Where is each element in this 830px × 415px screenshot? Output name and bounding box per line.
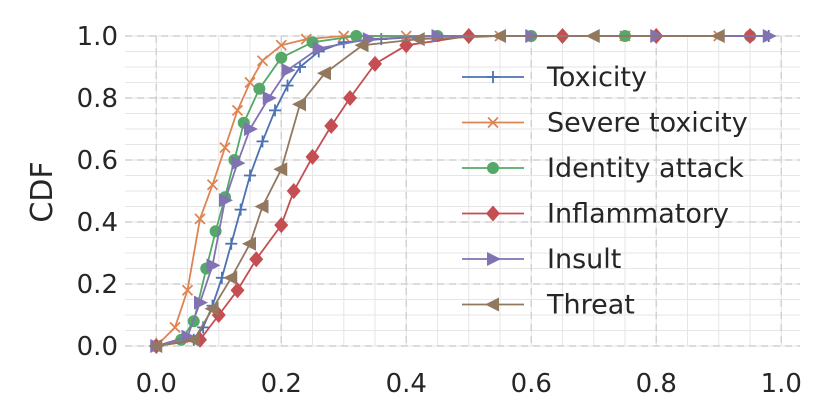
legend-entry: Identity attack — [462, 153, 744, 184]
x-tick-label: 0.2 — [261, 369, 302, 399]
data-point — [286, 183, 301, 199]
data-point — [275, 39, 287, 51]
data-point — [231, 104, 244, 117]
x-tick-label: 0.4 — [386, 369, 427, 399]
legend-label: Identity attack — [547, 153, 744, 184]
data-point — [486, 205, 500, 222]
legend: Toxicity Severe toxicity Identity attack In… — [462, 62, 748, 321]
data-point — [487, 71, 499, 83]
data-point — [254, 199, 269, 214]
data-point — [487, 116, 499, 129]
y-tick-label: 0.0 — [77, 332, 118, 362]
data-point — [354, 38, 369, 53]
data-point — [225, 237, 238, 250]
legend-label: Insult — [547, 244, 621, 275]
data-point — [324, 117, 339, 134]
legend-entry: Toxicity — [462, 62, 647, 93]
y-tick-label: 0.4 — [77, 208, 118, 238]
data-point — [338, 30, 350, 42]
legend-entry: Severe toxicity — [462, 108, 748, 139]
data-point — [219, 141, 231, 154]
data-point — [181, 284, 194, 296]
data-point — [185, 332, 200, 347]
data-point — [294, 61, 306, 73]
legend-label: Inflammatory — [547, 199, 729, 230]
data-point — [256, 55, 269, 67]
data-point — [219, 193, 233, 208]
y-tick-label: 1.0 — [77, 22, 118, 52]
data-point — [194, 213, 206, 225]
data-point — [350, 30, 363, 42]
data-point — [312, 41, 327, 56]
data-point — [410, 32, 425, 47]
data-point — [274, 217, 289, 234]
y-axis-label: CDF — [25, 161, 60, 222]
data-point — [487, 252, 501, 266]
data-point — [487, 162, 499, 174]
data-point — [256, 135, 269, 148]
data-point — [368, 55, 382, 72]
data-point — [710, 29, 725, 43]
data-point — [281, 79, 294, 92]
data-point — [230, 282, 245, 299]
data-point — [181, 329, 196, 344]
legend-label: Severe toxicity — [547, 108, 748, 139]
data-point — [269, 104, 281, 117]
data-point — [242, 236, 256, 251]
data-point — [206, 179, 219, 191]
data-point — [234, 203, 247, 216]
data-point — [292, 97, 306, 112]
data-point — [244, 169, 256, 182]
y-tick-label: 0.8 — [77, 84, 118, 114]
series-threat — [148, 29, 725, 353]
y-tick-label: 0.6 — [77, 146, 118, 176]
data-point — [169, 321, 181, 334]
data-point — [343, 90, 357, 106]
data-point — [194, 295, 208, 310]
legend-entry: Insult — [462, 244, 621, 275]
x-tick-label: 0.8 — [636, 369, 677, 399]
data-point — [206, 258, 221, 273]
data-point — [253, 82, 266, 95]
data-point — [244, 76, 256, 89]
legend-entry: Inflammatory — [462, 199, 729, 230]
data-point — [244, 122, 258, 136]
data-point — [762, 29, 777, 43]
x-tick-label: 0.6 — [511, 369, 552, 399]
data-point — [249, 251, 264, 268]
legend-entry: Threat — [462, 290, 635, 321]
data-point — [148, 339, 163, 353]
data-point — [485, 297, 499, 312]
data-point — [281, 63, 296, 78]
data-point — [231, 156, 246, 171]
x-tick-label: 0.0 — [136, 369, 177, 399]
tick-labels: 0.0 0.2 0.4 0.6 0.8 1.0 0.0 0.2 0.4 0.6 0.8 1.0 — [77, 22, 802, 399]
data-point — [223, 270, 238, 285]
legend-label: Threat — [546, 290, 635, 321]
data-point — [585, 29, 600, 43]
data-point — [317, 66, 331, 81]
data-point — [204, 301, 219, 316]
series-layer — [148, 28, 777, 354]
data-point — [431, 29, 446, 43]
x-tick-label: 1.0 — [761, 369, 802, 399]
legend-label: Toxicity — [546, 62, 647, 93]
y-tick-label: 0.2 — [77, 270, 118, 300]
data-point — [273, 162, 288, 177]
data-point — [305, 148, 320, 165]
data-point — [492, 29, 506, 43]
data-point — [262, 91, 277, 105]
data-point — [275, 51, 288, 64]
